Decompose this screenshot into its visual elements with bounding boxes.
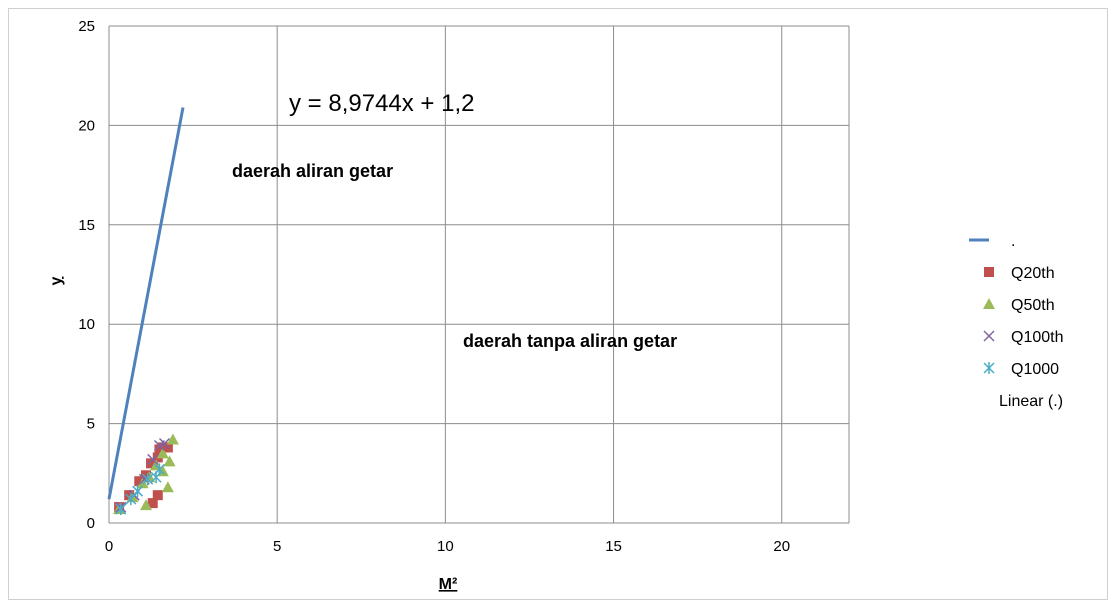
x-tick-label: 10 (437, 538, 454, 555)
legend-swatch (983, 330, 995, 342)
series-line-dot (107, 107, 185, 500)
legend-item-dot: . (969, 233, 1015, 250)
data-point-Q1000 (153, 463, 165, 476)
data-point-Q20th (152, 490, 163, 501)
y-tick-label: 5 (87, 416, 95, 433)
data-point-Q50th (161, 481, 174, 493)
legend-item-Q100th: Q100th (983, 329, 1063, 346)
y-tick-label: 0 (87, 515, 95, 532)
data-point-Q20th (134, 476, 145, 487)
legend-label: Q50th (1011, 297, 1055, 314)
data-point-Q100th (147, 453, 159, 465)
x-tick-label: 5 (273, 538, 281, 555)
x-axis-title: M² (439, 576, 458, 593)
legend-item-Q1000: Q1000 (983, 361, 1059, 378)
legend-label: Linear (.) (999, 393, 1063, 410)
data-point-Q50th (136, 477, 149, 489)
grid-layer (108, 25, 850, 524)
data-series (107, 107, 185, 516)
tick-labels: 0 5 10 15 20 25 0 5 10 15 20 (78, 18, 790, 555)
x-tick-label: 15 (605, 538, 622, 555)
y-axis-title: y (48, 276, 65, 285)
legend-label: . (1011, 233, 1015, 250)
legend-swatch (984, 267, 994, 277)
series-Q1000 (115, 463, 165, 516)
legend-item-Q20th: Q20th (984, 265, 1055, 282)
data-point-Q20th (146, 458, 157, 469)
data-point-Q1000 (115, 503, 127, 516)
data-point-Q1000 (125, 493, 137, 506)
y-tick-label: 10 (78, 316, 95, 333)
data-point-Q1000 (132, 485, 144, 498)
region-label-upper: daerah aliran getar (232, 161, 393, 181)
data-point-Q100th (158, 437, 171, 450)
x-tick-label: 20 (773, 538, 790, 555)
legend-label: Q20th (1011, 265, 1055, 282)
y-tick-label: 25 (78, 18, 95, 35)
data-point-Q20th (141, 470, 151, 481)
data-point-Q50th (163, 455, 176, 467)
y-tick-label: 15 (78, 217, 95, 234)
x-tick-label: 0 (105, 538, 113, 555)
legend: . Q20th Q50th Q100th Q1000 Linear (.) (969, 233, 1063, 410)
data-point-Q1000 (142, 473, 154, 486)
legend-swatch (983, 362, 995, 374)
legend-item-Linear: Linear (.) (999, 393, 1063, 410)
data-point-Q50th (166, 433, 179, 445)
scatter-chart: 0 5 10 15 20 25 0 5 10 15 20 y = 8,9744x + 1,2 dae… (48, 18, 1063, 593)
legend-item-Q50th: Q50th (983, 297, 1055, 314)
data-point-Q50th (140, 499, 152, 511)
trendline-equation: y = 8,9744x + 1,2 (289, 90, 474, 117)
data-point-Q50th (156, 447, 169, 459)
plot-area (108, 26, 849, 524)
data-point-Q20th (147, 498, 158, 509)
legend-swatch (983, 298, 995, 309)
y-tick-label: 20 (78, 117, 95, 134)
chart-frame: 0 5 10 15 20 25 0 5 10 15 20 y = 8,9744x + 1,2 dae… (8, 8, 1108, 600)
legend-label: Q1000 (1011, 361, 1059, 378)
region-label-lower: daerah tanpa aliran getar (463, 331, 677, 351)
legend-label: Q100th (1011, 329, 1063, 346)
data-point-Q20th (124, 490, 135, 501)
